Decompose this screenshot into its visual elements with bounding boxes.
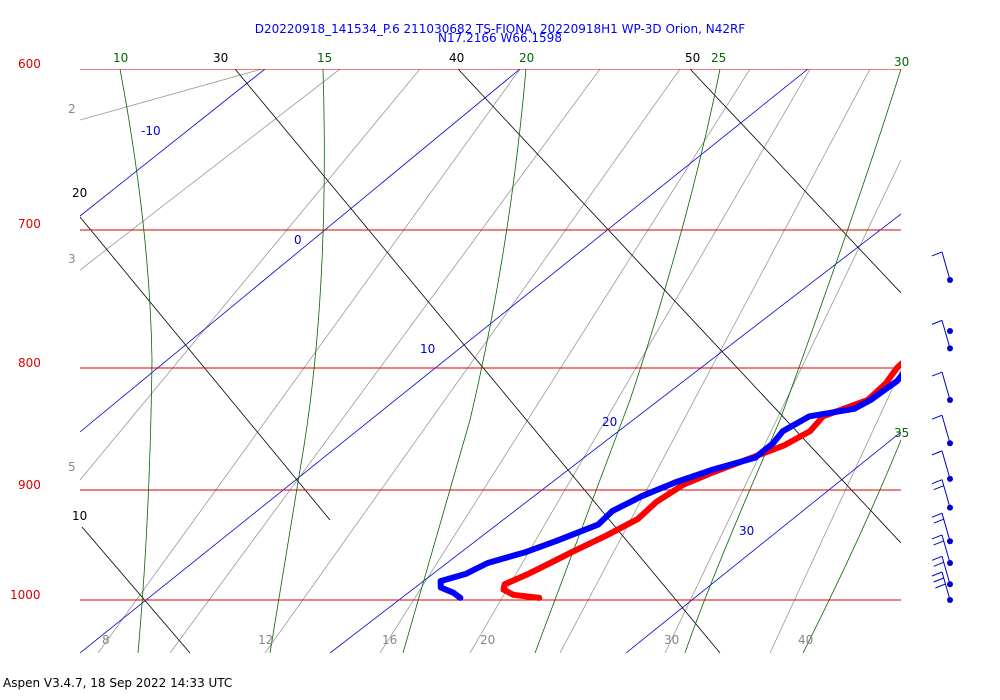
footer-version: Aspen V3.4.7, 18 Sep 2022 14:33 UTC	[3, 676, 233, 690]
temperature-tick-label: 16	[382, 633, 397, 647]
temperature-tick-label: 12	[258, 633, 273, 647]
pressure-label: 600	[18, 57, 41, 71]
moist-adiabat-curve	[269, 69, 325, 653]
moist-adiabat-label: 20	[519, 51, 534, 65]
wind-barb	[931, 534, 953, 566]
dry-adiabat-line	[689, 69, 901, 294]
theta-e-label: 50	[685, 51, 700, 65]
isotherm-label: 30	[739, 524, 754, 538]
dry-adiabat-line	[81, 526, 191, 653]
isotherm-label: 20	[602, 415, 617, 429]
wind-barb	[931, 571, 953, 603]
wind-barb	[931, 319, 953, 352]
isotherm-line	[329, 213, 901, 653]
mixing-ratio-label: 3	[68, 252, 76, 266]
moist-adiabat-curve	[802, 439, 901, 653]
isotherm-line	[625, 431, 901, 653]
wind-barb	[931, 555, 953, 588]
temperature-tick-label: 30	[664, 633, 679, 647]
wind-barb-top-marker	[947, 328, 953, 334]
mixing-ratio-line	[469, 69, 811, 653]
mixing-ratio-label: 8	[102, 633, 110, 647]
sounding-traces	[437, 360, 901, 601]
background-lines	[80, 69, 901, 653]
moist-adiabat-label: 30	[894, 55, 909, 69]
chart-title: D20220918_141534_P.6 211030682 TS-FIONA,…	[254, 22, 746, 36]
mixing-ratio-line	[559, 69, 871, 653]
isotherm-line	[80, 69, 809, 653]
moist-adiabat-label: 35	[894, 426, 909, 440]
mixing-ratio-line	[80, 69, 263, 121]
dewpoint-trace	[437, 371, 901, 601]
mixing-ratio-label: 5	[68, 460, 76, 474]
moist-adiabat-label: 25	[711, 51, 726, 65]
pressure-label: 700	[18, 217, 41, 231]
mixing-ratio-line	[379, 69, 751, 653]
temperature-trace	[500, 360, 901, 601]
dry-adiabat-line	[234, 69, 721, 653]
chart-subtitle: N17.2166 W66.1598	[438, 31, 562, 45]
wind-barb	[931, 414, 953, 447]
dry-adiabat-line	[457, 69, 901, 544]
wind-barb	[931, 371, 953, 404]
pressure-label: 800	[18, 356, 41, 370]
mixing-ratio-line	[769, 369, 901, 653]
mixing-ratio-line	[264, 69, 681, 653]
isotherm-line	[80, 69, 266, 217]
wind-barb	[931, 512, 953, 545]
theta-e-label: 40	[449, 51, 464, 65]
wind-barb	[931, 251, 953, 283]
mixing-ratio-label: 2	[68, 102, 76, 116]
mixing-ratio-line	[664, 159, 901, 653]
wind-barb	[931, 450, 953, 482]
moist-adiabat-curve	[402, 69, 527, 653]
wind-barb-column	[931, 251, 953, 603]
moist-adiabat-curve	[684, 69, 901, 653]
dry-adiabat-label: 20	[72, 186, 87, 200]
pressure-label: 1000	[10, 588, 41, 602]
moist-adiabat-label: 10	[113, 51, 128, 65]
moist-adiabat-label: 15	[317, 51, 332, 65]
temperature-tick-label: 20	[480, 633, 495, 647]
dry-adiabat-label: 10	[72, 509, 87, 523]
isotherm-line	[80, 69, 521, 433]
isotherm-label: -10	[141, 124, 161, 138]
mixing-ratio-line	[80, 69, 421, 481]
isotherm-label: 10	[420, 342, 435, 356]
moist-adiabat-curve	[534, 69, 721, 653]
mixing-ratio-line	[97, 69, 521, 653]
temperature-tick-label: 40	[798, 633, 813, 647]
mixing-ratio-line	[80, 69, 341, 271]
pressure-label: 900	[18, 478, 41, 492]
isotherm-label: 0	[294, 233, 302, 247]
moist-adiabat-curve	[119, 69, 153, 653]
theta-e-label: 30	[213, 51, 228, 65]
mixing-ratio-line	[169, 69, 601, 653]
wind-barb	[931, 479, 953, 511]
